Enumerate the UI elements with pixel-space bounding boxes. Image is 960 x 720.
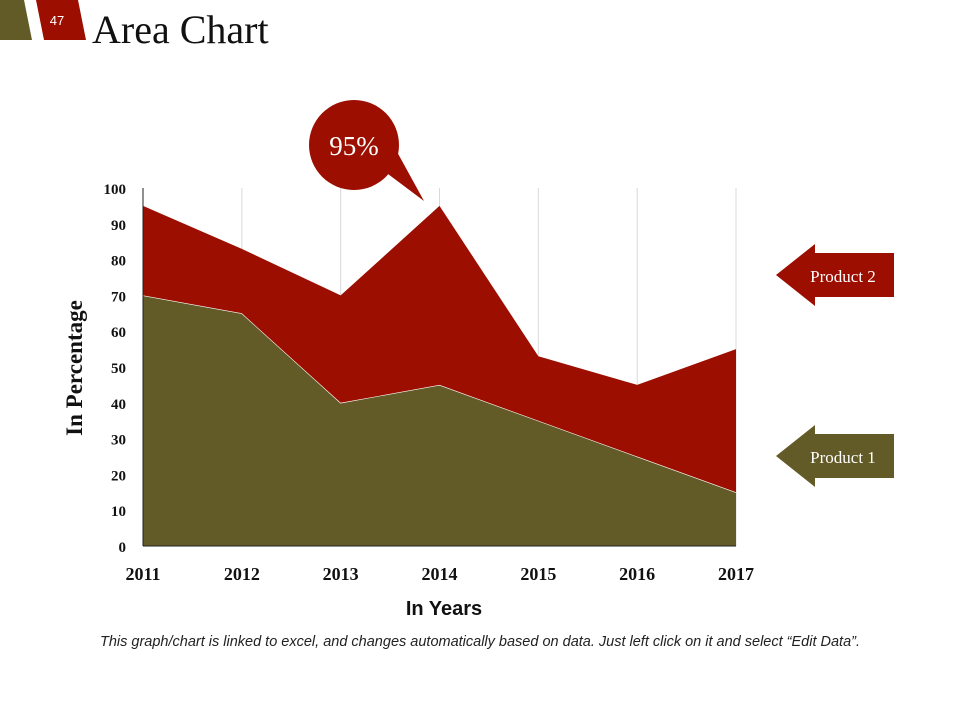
y-tick-label-0: 0 (119, 540, 127, 556)
legend-label-product-2: Product 2 (810, 267, 876, 286)
y-tick-label-30: 30 (111, 433, 126, 449)
header-tab-dark (0, 0, 32, 40)
callout-circle (309, 100, 399, 190)
y-tick-label-60: 60 (111, 325, 126, 341)
y-tick-labels: 0 10 20 30 40 50 60 70 80 90 100 (104, 182, 127, 556)
legend-product-1: Product 1 (776, 425, 894, 487)
y-axis-label: In Percentage (62, 300, 87, 436)
y-tick-label-70: 70 (111, 289, 126, 305)
y-tick-label-80: 80 (111, 254, 126, 270)
legend-product-2: Product 2 (776, 244, 894, 306)
callout-text: 95% (329, 131, 379, 161)
x-tick-labels: 2011 2012 2013 2014 2015 2016 2017 (125, 564, 754, 584)
x-tick-label-2011: 2011 (125, 564, 160, 584)
y-tick-label-40: 40 (111, 397, 126, 413)
y-tick-label-100: 100 (104, 182, 127, 198)
callout-pointer (380, 150, 424, 201)
legend-arrow-product-2 (776, 244, 894, 306)
x-tick-label-2012: 2012 (224, 564, 260, 584)
x-tick-label-2015: 2015 (520, 564, 556, 584)
x-tick-label-2017: 2017 (718, 564, 754, 584)
y-tick-label-10: 10 (111, 504, 126, 520)
area-product-2 (143, 205, 736, 493)
footer-note: This graph/chart is linked to excel, and… (99, 634, 861, 650)
slide-title: Area Chart (92, 7, 269, 52)
x-tick-label-2013: 2013 (323, 564, 359, 584)
callout-bubble: 95% (309, 100, 424, 201)
area-series (142, 205, 737, 546)
axes (142, 188, 736, 547)
y-tick-label-50: 50 (111, 361, 126, 377)
x-tick-label-2016: 2016 (619, 564, 655, 584)
slide-number: 47 (50, 13, 64, 28)
y-tick-label-90: 90 (111, 218, 126, 234)
legend-arrow-product-1 (776, 425, 894, 487)
area-product-1 (143, 295, 736, 546)
y-tick-label-20: 20 (111, 468, 126, 484)
x-tick-label-2014: 2014 (422, 564, 458, 584)
x-axis-label: In Years (406, 598, 482, 620)
header-tab-red (36, 0, 86, 40)
legend-label-product-1: Product 1 (810, 448, 876, 467)
